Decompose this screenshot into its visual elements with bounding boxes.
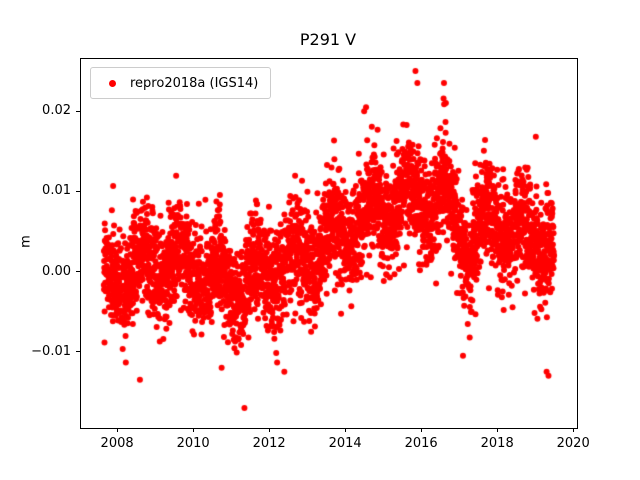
x-tick bbox=[496, 428, 498, 432]
x-tick-label: 2012 bbox=[252, 436, 286, 451]
y-axis-label: m bbox=[18, 235, 34, 248]
x-tick bbox=[420, 428, 422, 432]
x-tick-label: 2014 bbox=[328, 436, 362, 451]
x-tick bbox=[268, 428, 270, 432]
x-tick bbox=[572, 428, 574, 432]
x-tick-label: 2016 bbox=[404, 436, 438, 451]
legend-label: repro2018a (IGS14) bbox=[130, 75, 259, 91]
x-tick bbox=[344, 428, 346, 432]
x-tick bbox=[192, 428, 194, 432]
y-tick bbox=[76, 190, 80, 192]
x-tick-label: 2020 bbox=[556, 436, 590, 451]
x-tick-label: 2008 bbox=[100, 436, 134, 451]
x-tick-label: 2010 bbox=[176, 436, 210, 451]
chart-title: P291 V bbox=[299, 30, 357, 49]
y-tick bbox=[76, 271, 80, 273]
scatter-canvas bbox=[81, 59, 577, 428]
y-tick bbox=[76, 110, 80, 112]
x-tick-label: 2018 bbox=[480, 436, 514, 451]
y-tick-label: 0.00 bbox=[42, 263, 71, 279]
legend-marker-icon bbox=[109, 79, 116, 87]
y-tick-label: −0.01 bbox=[31, 343, 71, 359]
y-tick bbox=[76, 351, 80, 353]
legend: repro2018a (IGS14) bbox=[90, 67, 272, 99]
y-tick-label: 0.02 bbox=[42, 103, 71, 119]
x-tick bbox=[116, 428, 118, 432]
plot-area: repro2018a (IGS14) 2008 2010 2012 2014 2016 2… bbox=[31, 58, 590, 451]
y-tick-label: 0.01 bbox=[42, 183, 71, 199]
